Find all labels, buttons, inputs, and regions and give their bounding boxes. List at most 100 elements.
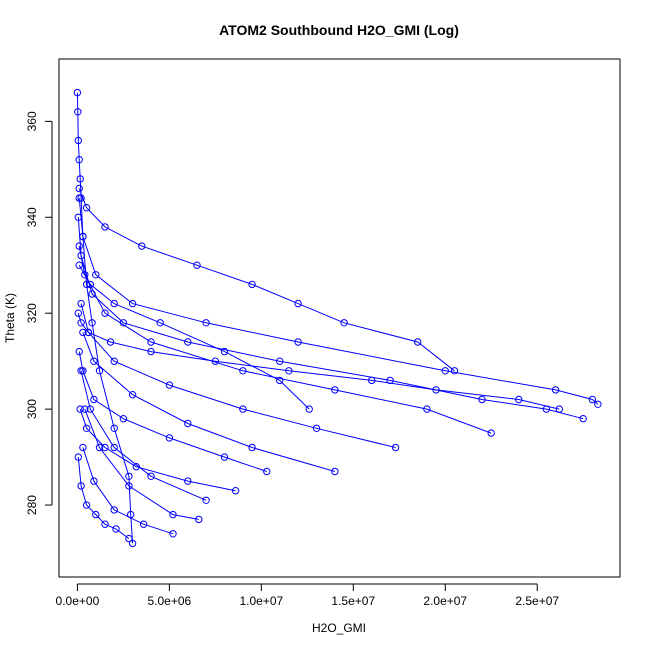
data-point [414,338,422,346]
series-profile-c [74,213,587,423]
plot-frame [58,58,621,578]
series-profile-g [77,367,210,504]
x-tick-label: 5.0e+06 [148,594,192,608]
data-point [90,357,98,365]
data-point [79,367,87,375]
data-point [75,156,83,164]
data-point [128,391,137,399]
data-point [101,223,109,231]
series-profile-o [74,453,133,543]
data-point [90,477,98,485]
data-point [441,367,449,375]
data-point [74,136,83,145]
data-point [82,424,91,432]
series-line [78,198,599,405]
data-point [125,482,133,490]
y-tick-label: 300 [25,399,39,419]
data-point [101,520,109,528]
series-profile-h [81,405,203,524]
data-point [74,309,83,317]
series-line [77,217,584,420]
data-point [276,376,284,385]
data-point [515,395,523,404]
data-point [77,299,85,308]
data-point [478,395,486,404]
data-point [294,299,302,308]
series-profile-e [77,299,400,452]
data-point [165,381,174,389]
data-point [88,319,96,327]
data-point [432,386,440,394]
series-profile-f [79,328,339,476]
data-point [74,453,83,461]
data-point [77,482,85,490]
data-point [86,280,95,289]
y-tick-label: 280 [25,495,39,515]
data-point [79,328,87,337]
data-point [75,261,83,269]
data-point [110,299,118,308]
data-point [312,424,321,432]
data-point [128,539,137,548]
y-axis: 280 300 320 340 360 [25,111,53,515]
data-point [423,405,431,413]
data-point [248,280,256,289]
data-point [90,395,98,404]
series-profile-l [76,405,240,495]
data-point [202,319,210,327]
data-point [294,338,302,346]
data-point [76,405,84,413]
series-profile-a [73,88,137,548]
data-point [368,376,376,385]
data-point [73,88,82,97]
series-line [78,264,310,410]
data-point [92,510,100,519]
data-point [76,175,84,183]
data-point [340,319,348,327]
data-point [95,367,104,375]
data-point [165,434,174,442]
y-tick-label: 320 [25,303,39,323]
series-line [82,332,336,472]
data-point [184,338,192,346]
series-line [78,188,455,372]
series-line [82,447,174,535]
data-point [75,184,83,193]
x-axis: 0.0e+00 5.0e+06 1.0e+07 1.5e+07 2.0e+07 2.5e+… [56,583,559,608]
data-point [138,242,146,250]
chart-title: ATOM2 Southbound H2O_GMI (Log) [219,22,459,38]
data-point [101,309,109,317]
data-point [75,242,83,250]
data-point [84,328,93,337]
series-line [77,313,560,410]
data-point [125,472,133,480]
data-point [95,443,104,452]
series-profile-n [74,309,563,413]
data-point [82,501,91,509]
data-point [101,443,109,452]
data-point [285,367,293,375]
y-tick-label: 340 [25,207,39,227]
data-point [551,386,560,394]
x-tick-label: 2.5e+07 [515,594,559,608]
series-line [80,303,396,448]
data-point [132,463,141,471]
data-point [77,319,85,327]
data-point [184,477,192,485]
data-point [231,487,240,495]
data-point [220,453,229,461]
data-point [92,271,100,279]
data-point [193,261,201,269]
data-point [81,271,89,279]
data-point [79,443,87,452]
data-point [128,299,137,308]
series-line [78,351,267,472]
data-point [139,520,148,528]
series-line [80,370,207,501]
data-point [220,347,229,356]
data-point [211,357,220,365]
data-point [579,415,587,423]
data-point [74,213,83,222]
series-group [73,88,602,548]
